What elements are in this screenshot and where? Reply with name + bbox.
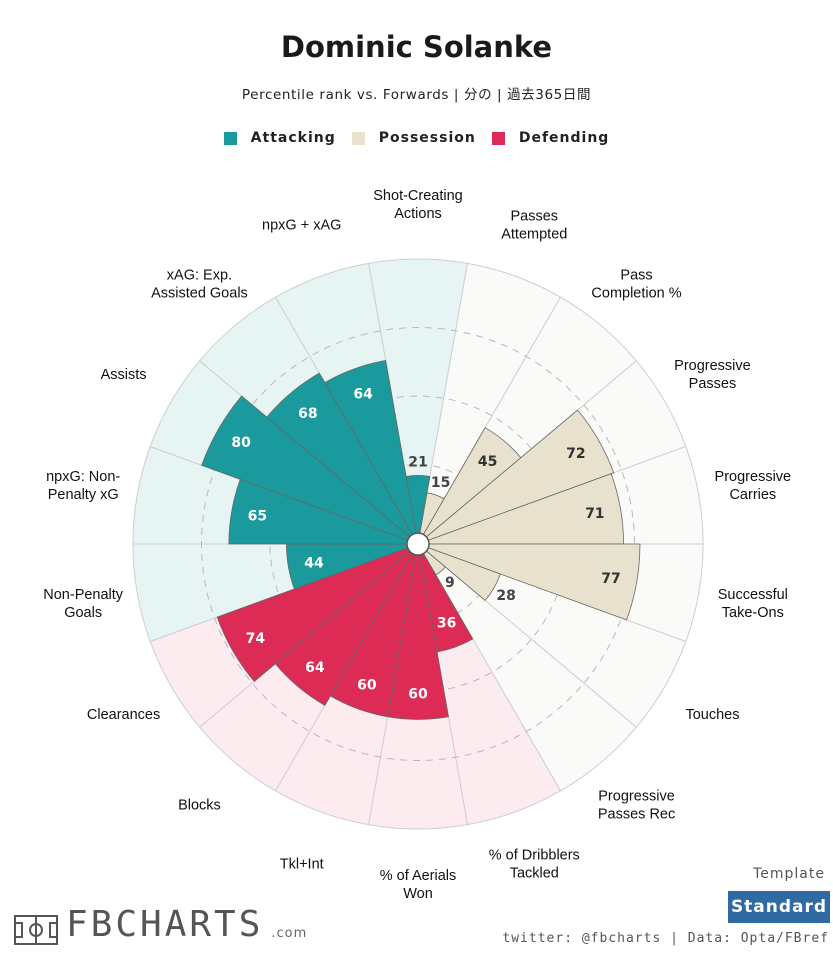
value-label: 60 xyxy=(357,677,377,693)
legend-swatch-possession xyxy=(351,131,365,145)
credits-text: twitter: @fbcharts | Data: Opta/FBref xyxy=(502,931,829,946)
template-label: Template xyxy=(753,866,825,882)
category-label: Non-Penalty Goals xyxy=(43,587,124,621)
value-label: 72 xyxy=(566,446,585,462)
legend-label-defending: Defending xyxy=(518,130,610,146)
category-label: Clearances xyxy=(87,707,160,723)
category-label: Blocks xyxy=(178,797,221,813)
page-subtitle: Percentile rank vs. Forwards | 分の | 過去36… xyxy=(241,87,592,103)
category-label: Shot-Creating Actions xyxy=(373,188,462,222)
category-label: Progressive Passes Rec xyxy=(598,788,675,822)
category-label: % of Dribblers Tackled xyxy=(489,847,580,881)
value-label: 45 xyxy=(478,454,497,470)
legend-swatch-defending xyxy=(491,131,505,145)
legend-item-possession: Possession xyxy=(351,130,476,146)
value-label: 65 xyxy=(248,509,267,525)
legend: Attacking Possession Defending xyxy=(0,130,833,146)
category-label: Progressive Passes xyxy=(674,358,751,392)
brand-logo: FBCHARTS .com xyxy=(14,905,307,945)
value-label: 36 xyxy=(437,616,456,632)
value-label: 44 xyxy=(304,555,324,571)
category-label: xAG: Exp. Assisted Goals xyxy=(151,268,248,302)
category-label: npxG: Non-Penalty xG xyxy=(46,469,120,503)
value-label: 64 xyxy=(305,660,325,676)
category-label: npxG + xAG xyxy=(262,218,341,234)
value-label: 68 xyxy=(298,406,317,422)
value-label: 74 xyxy=(246,631,266,647)
category-label: Passes Attempted xyxy=(501,209,567,243)
legend-swatch-attacking xyxy=(223,131,237,145)
category-label: Touches xyxy=(685,707,739,723)
category-label: Tkl+Int xyxy=(280,856,324,872)
value-label: 80 xyxy=(231,435,251,451)
value-label: 71 xyxy=(585,506,604,522)
value-label: 64 xyxy=(353,386,373,402)
value-label: 60 xyxy=(408,686,428,702)
legend-label-possession: Possession xyxy=(378,130,476,146)
center-hole xyxy=(406,532,430,556)
category-label: Successful Take-Ons xyxy=(718,587,788,621)
brand-suffix: .com xyxy=(271,926,308,941)
legend-item-defending: Defending xyxy=(491,130,610,146)
value-label: 77 xyxy=(601,571,620,587)
value-label: 15 xyxy=(431,475,450,491)
legend-label-attacking: Attacking xyxy=(250,130,336,146)
template-standard-button[interactable]: Standard xyxy=(728,891,830,923)
value-label: 9 xyxy=(445,575,455,591)
category-label: Progressive Carries xyxy=(715,469,792,503)
page-title: Dominic Solanke xyxy=(280,30,553,64)
value-label: 21 xyxy=(408,454,427,470)
category-label: Pass Completion % xyxy=(591,268,681,302)
category-label: % of Aerials Won xyxy=(380,868,457,902)
pitch-icon xyxy=(14,915,58,945)
legend-item-attacking: Attacking xyxy=(223,130,336,146)
value-label: 28 xyxy=(496,588,515,604)
category-label: Assists xyxy=(101,367,147,383)
brand-name: FBCHARTS xyxy=(66,904,264,945)
